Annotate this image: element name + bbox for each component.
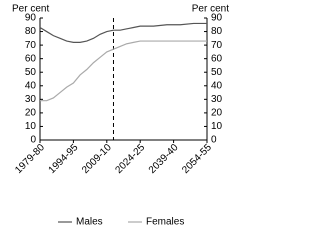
- chart: Per cent Per cent 0 10 20 30 40 50 60 70 80 90 0 10…: [12, 4, 229, 228]
- y2-tick-label: 60: [211, 53, 223, 64]
- x-tick-label: 2039-40: [147, 142, 181, 176]
- y2-tick-label: 80: [211, 26, 223, 37]
- y2-tick-label: 20: [211, 108, 223, 119]
- series-line: [39, 22, 207, 43]
- y-tick-label: 30: [25, 94, 37, 105]
- y2-tick-label: 70: [211, 40, 223, 51]
- y2-tick-label: 50: [211, 67, 223, 78]
- y-tick-label: 40: [25, 80, 37, 91]
- y2-tick-label: 40: [211, 80, 223, 91]
- x-tick-label: 1979-80: [13, 142, 47, 176]
- legend-label: Males: [76, 217, 103, 228]
- y-tick-label: 90: [25, 13, 37, 24]
- y-tick-label: 50: [25, 67, 37, 78]
- x-tick-label: 2009-10: [80, 142, 114, 176]
- y2-tick-label: 30: [211, 94, 223, 105]
- x-tick-label: 1994-95: [47, 142, 81, 176]
- y-tick-label: 70: [25, 40, 37, 51]
- y2-axis-label: Per cent: [192, 4, 229, 15]
- y-tick-label: 10: [25, 121, 37, 132]
- y2-tick-label: 0: [211, 135, 217, 146]
- y2-tick-label: 90: [211, 13, 223, 24]
- legend-label: Females: [146, 217, 184, 228]
- y-axis-label: Per cent: [12, 4, 49, 15]
- x-tick-label: 2054-55: [180, 142, 214, 176]
- x-tick-label: 2024-25: [113, 142, 147, 176]
- y-tick-label: 60: [25, 53, 37, 64]
- y-tick-label: 80: [25, 26, 37, 37]
- y-tick-label: 20: [25, 108, 37, 119]
- axis-frame: [39, 18, 208, 141]
- y-tick-label: 0: [30, 135, 36, 146]
- y2-tick-label: 10: [211, 121, 223, 132]
- series-line: [40, 40, 207, 102]
